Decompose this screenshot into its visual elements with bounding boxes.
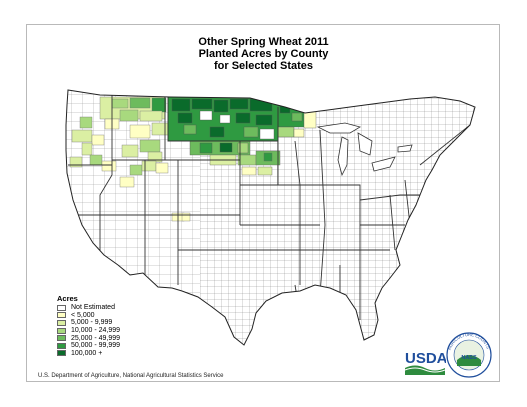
legend-swatch (57, 350, 66, 357)
title-line-2: Planted Acres by County (198, 48, 329, 60)
legend-label: 10,000 - 24,999 (71, 327, 121, 335)
footer-credit: U.S. Department of Agriculture, National… (38, 373, 224, 379)
nass-seal: NASS AGRICULTURE COUNTS (444, 330, 494, 385)
north-dakota-wheat-area (167, 96, 279, 156)
legend-label: 100,000 + (71, 349, 103, 357)
legend-item: Not Estimated (57, 304, 120, 312)
legend-item: 25,000 - 49,999 (57, 334, 120, 342)
legend-item: 5,000 - 9,999 (57, 319, 120, 327)
legend-label: 5,000 - 9,999 (71, 319, 113, 327)
usda-logo: USDA (404, 349, 448, 382)
legend-label: Not Estimated (71, 304, 115, 312)
state-boundaries (66, 95, 471, 320)
seal-abbr: NASS (461, 355, 477, 361)
legend-item: 10,000 - 24,999 (57, 327, 120, 335)
us-county-map (60, 85, 502, 367)
map-legend: Acres Not Estimated < 5,000 5,000 - 9,999 1… (57, 294, 120, 357)
legend-swatch (57, 312, 66, 319)
title-line-1: Other Spring Wheat 2011 (198, 36, 329, 48)
legend-item: 50,000 - 99,999 (57, 342, 120, 350)
legend-swatch (57, 327, 66, 334)
legend-title: Acres (57, 294, 78, 303)
legend-label: 25,000 - 49,999 (71, 334, 121, 342)
usda-logo-text: USDA (405, 350, 446, 367)
legend-rows: Not Estimated < 5,000 5,000 - 9,999 10,000 … (57, 304, 120, 357)
title-line-3: for Selected States (213, 60, 314, 72)
legend-swatch (57, 304, 66, 311)
legend-label: < 5,000 (71, 311, 95, 319)
legend-label: 50,000 - 99,999 (71, 342, 121, 350)
legend-item: 100,000 + (57, 350, 120, 358)
legend-item: < 5,000 (57, 312, 120, 320)
legend-swatch (57, 335, 66, 342)
legend-swatch (57, 342, 66, 349)
map-title: Other Spring Wheat 2011 Planted Acres by… (0, 36, 527, 72)
legend-swatch (57, 319, 66, 326)
great-lakes (316, 122, 413, 177)
